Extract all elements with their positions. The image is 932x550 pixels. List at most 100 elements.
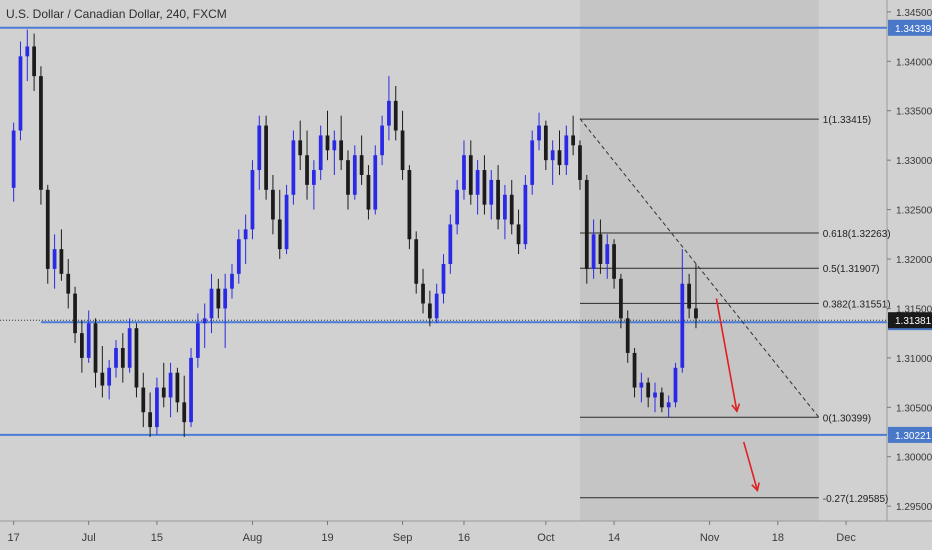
candle-body <box>441 263 446 294</box>
candle <box>680 249 685 373</box>
arrow-head <box>751 482 760 492</box>
candle <box>359 135 364 185</box>
candle <box>509 179 514 235</box>
y-tick-label: 1.33500 <box>896 107 932 118</box>
candle-body <box>264 125 268 190</box>
candle-body <box>66 273 71 294</box>
candle <box>632 347 637 398</box>
candle <box>339 115 344 171</box>
chart-title: U.S. Dollar / Canadian Dollar, 240, FXCM <box>6 7 227 21</box>
candle-body <box>202 318 207 324</box>
candle-body <box>168 372 173 398</box>
candle <box>148 392 152 437</box>
candle-body <box>291 140 296 195</box>
candle-body <box>93 323 98 373</box>
candle <box>86 310 91 363</box>
candle-body <box>666 402 671 408</box>
candle-body <box>18 56 23 131</box>
candle <box>414 231 419 294</box>
candle-body <box>414 239 419 284</box>
candle-body <box>605 244 610 264</box>
candle <box>107 359 112 400</box>
candle <box>475 160 480 215</box>
candle <box>59 229 64 281</box>
price-label-text: 1.34339 <box>895 24 932 35</box>
candle <box>216 278 221 319</box>
candle <box>564 125 569 175</box>
candle-body <box>352 155 357 195</box>
candle-body <box>257 125 262 171</box>
candle-body <box>530 140 535 185</box>
drawings <box>579 118 820 492</box>
price-label-text: 1.30221 <box>895 431 932 442</box>
candle-body <box>578 145 582 180</box>
candle-body <box>161 387 166 398</box>
candle-body <box>45 189 50 269</box>
fib-level-label: 0.5(1.31907) <box>823 264 880 275</box>
candle <box>441 254 446 304</box>
y-tick-label: 1.33000 <box>896 156 932 167</box>
candle-body <box>182 402 187 423</box>
candle <box>380 115 384 166</box>
candle <box>284 184 289 255</box>
candle-body <box>646 382 651 398</box>
candle <box>114 340 118 378</box>
candle-body <box>468 155 473 195</box>
candle-body <box>523 184 528 245</box>
candle-body <box>155 387 159 428</box>
candle-body <box>434 293 439 319</box>
candle-body <box>230 273 234 289</box>
candle <box>209 273 214 334</box>
x-tick-label: 18 <box>772 532 784 544</box>
candle <box>332 130 337 175</box>
y-tick-label: 1.32000 <box>896 255 932 266</box>
candle <box>612 239 616 289</box>
candle-body <box>80 333 84 358</box>
candle <box>646 377 651 408</box>
candle <box>236 229 241 284</box>
x-tick-label: Nov <box>700 532 720 544</box>
candle <box>161 362 166 408</box>
candle-body <box>39 76 43 190</box>
candle-body <box>673 367 678 403</box>
candle-body <box>421 283 425 304</box>
candle <box>530 130 535 195</box>
candle-body <box>639 382 644 388</box>
candle-body <box>687 283 692 309</box>
candle-body <box>134 328 139 388</box>
candle <box>687 273 692 319</box>
candle <box>305 130 309 200</box>
y-tick-label: 1.30500 <box>896 403 932 414</box>
candle-body <box>236 239 241 274</box>
candle-body <box>305 155 309 185</box>
candle <box>264 115 268 200</box>
candle-body <box>448 224 453 264</box>
x-tick-label: 14 <box>608 532 620 544</box>
price-label: 1.34339 <box>888 19 932 36</box>
candle <box>659 387 664 413</box>
candle-body <box>25 46 30 57</box>
candle-body <box>584 179 589 269</box>
candle-body <box>339 140 344 161</box>
candle <box>489 170 494 220</box>
candle-body <box>632 352 637 388</box>
candle <box>52 234 57 289</box>
candle <box>550 140 555 185</box>
price-label-box <box>888 19 932 36</box>
x-tick-label: Oct <box>537 532 554 544</box>
candle <box>468 140 473 205</box>
candle-body <box>407 170 412 240</box>
price-label-text: 1.31381 <box>895 316 932 327</box>
candle <box>311 160 316 210</box>
candle <box>571 115 576 156</box>
candle-body <box>114 347 118 368</box>
candle-body <box>625 318 630 353</box>
candle-body <box>127 328 132 368</box>
candle-body <box>148 412 152 428</box>
candle <box>543 120 548 171</box>
candle-body <box>462 155 466 190</box>
candle-body <box>284 194 289 250</box>
candle-body <box>516 224 521 245</box>
candle-body <box>455 189 460 225</box>
